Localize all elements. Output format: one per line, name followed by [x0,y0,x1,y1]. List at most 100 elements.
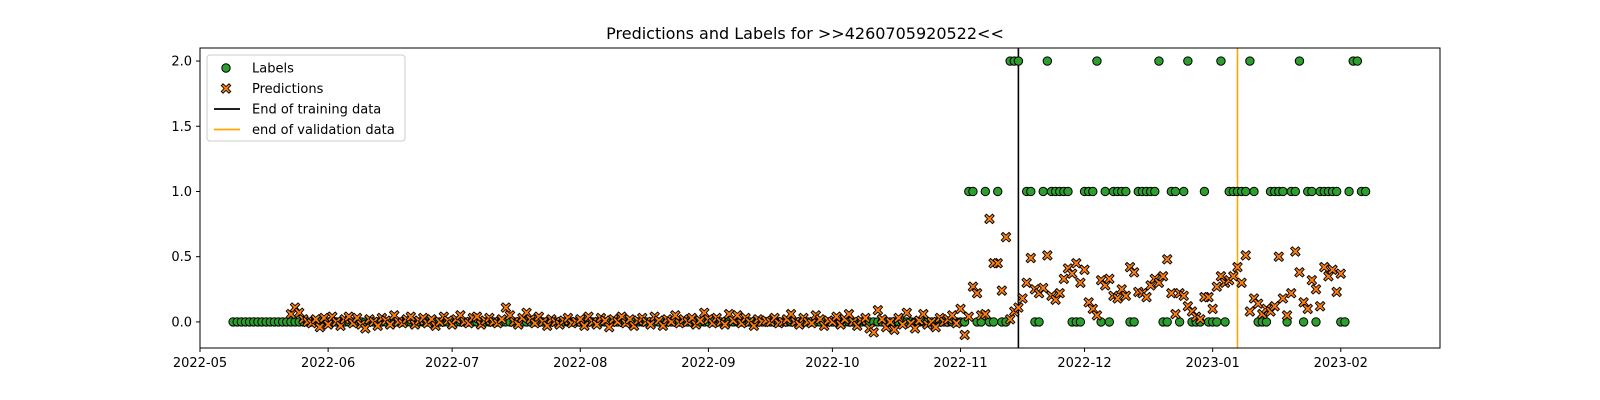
legend-box [206,54,406,142]
axes: 2022-05 2022-06 2022-07 2022-08 2022-09 2022-… [171,47,1441,371]
label-point [1026,186,1036,197]
prediction-point [1227,270,1239,282]
prediction-point [971,287,983,299]
label-point [1249,186,1259,197]
prediction-point [860,312,871,324]
prediction-point [876,313,888,325]
x-tick-label: 2023-02 [1314,356,1368,371]
label-point [1013,56,1024,66]
label-point [993,186,1003,197]
label-point [1063,186,1073,197]
label-point [1331,186,1342,197]
prediction-point [405,311,417,323]
prediction-point [1070,257,1082,269]
prediction-point [992,257,1004,269]
chart-title: Predictions and Labels for >>42607059205… [606,24,1004,43]
prediction-point [1120,290,1132,302]
label-point [1088,186,1098,197]
label-point [1179,186,1189,197]
prediction-point [1066,268,1078,279]
prediction-point [1203,291,1214,303]
label-point [1100,186,1110,197]
prediction-point [917,308,929,320]
prediction-point [1302,303,1314,315]
prediction-point [1252,298,1264,309]
prediction-point [1314,300,1326,312]
legend-labels-marker [221,63,231,73]
y-tick-label: 1.0 [171,185,192,200]
prediction-point [1112,293,1123,304]
label-point [1199,186,1210,197]
label-point [980,186,991,197]
prediction-point [1170,308,1181,320]
label-point [1344,186,1354,197]
prediction-point [1017,293,1028,304]
label-point [1261,317,1272,327]
prediction-point [496,313,508,325]
legend-label: End of training data [252,103,381,118]
prediction-point [1285,287,1297,299]
x-tick-label: 2022-09 [681,356,735,371]
label-point [1121,186,1131,197]
x-tick-label: 2023-01 [1186,356,1240,371]
prediction-point [806,317,818,329]
prediction-point [884,316,896,328]
prediction-point [1306,274,1318,286]
prediction-point [1289,246,1301,257]
prediction-point [1294,267,1305,278]
x-tick-label: 2022-08 [553,356,607,371]
label-point [1174,317,1185,327]
prediction-point [843,308,855,320]
prediction-point [1058,273,1070,285]
prediction-point [909,323,921,334]
prediction-point [1277,293,1289,304]
prediction-point [1075,277,1086,289]
prediction-point [1013,302,1024,313]
label-point [1245,56,1255,66]
prediction-point [500,302,512,313]
prediction-point [1207,303,1219,315]
label-point [1150,186,1160,197]
label-point [1307,186,1317,197]
label-point [1278,186,1288,197]
legend-predictions-marker [220,83,232,94]
prediction-point [1141,291,1152,303]
label-point [988,317,999,327]
prediction-point [1310,283,1322,295]
prediction-point [384,319,396,330]
prediction-point [868,327,880,338]
prediction-point [1211,281,1223,293]
prediction-point [322,319,334,330]
prediction-point [872,304,884,316]
prediction-point [1037,282,1049,294]
prediction-point [963,311,975,323]
prediction-point [314,321,326,333]
prediction-point [1128,267,1140,278]
label-point [1290,186,1301,197]
prediction-point [901,307,913,319]
legend: Labels Predictions End of training data end… [206,54,406,142]
label-point [1352,56,1363,66]
prediction-point [719,319,731,330]
prediction-point [1054,287,1066,299]
prediction-point [959,329,971,341]
prediction-point [1331,286,1343,298]
label-point [1038,186,1048,197]
prediction-point [785,308,797,320]
prediction-point [669,310,681,321]
x-tick-label: 2022-11 [933,356,987,371]
prediction-point [645,319,656,330]
prediction-point [1236,277,1247,289]
label-point [1340,317,1350,327]
prediction-point [1281,310,1293,321]
prediction-point [1041,250,1053,261]
label-point [1294,56,1305,66]
prediction-point [1273,251,1285,263]
prediction-point [1157,270,1169,282]
prediction-point [471,311,483,323]
label-point [1241,186,1251,197]
prediction-point [1318,261,1330,273]
label-point [1170,186,1181,197]
label-point [1129,317,1139,327]
label-point [1075,317,1086,327]
